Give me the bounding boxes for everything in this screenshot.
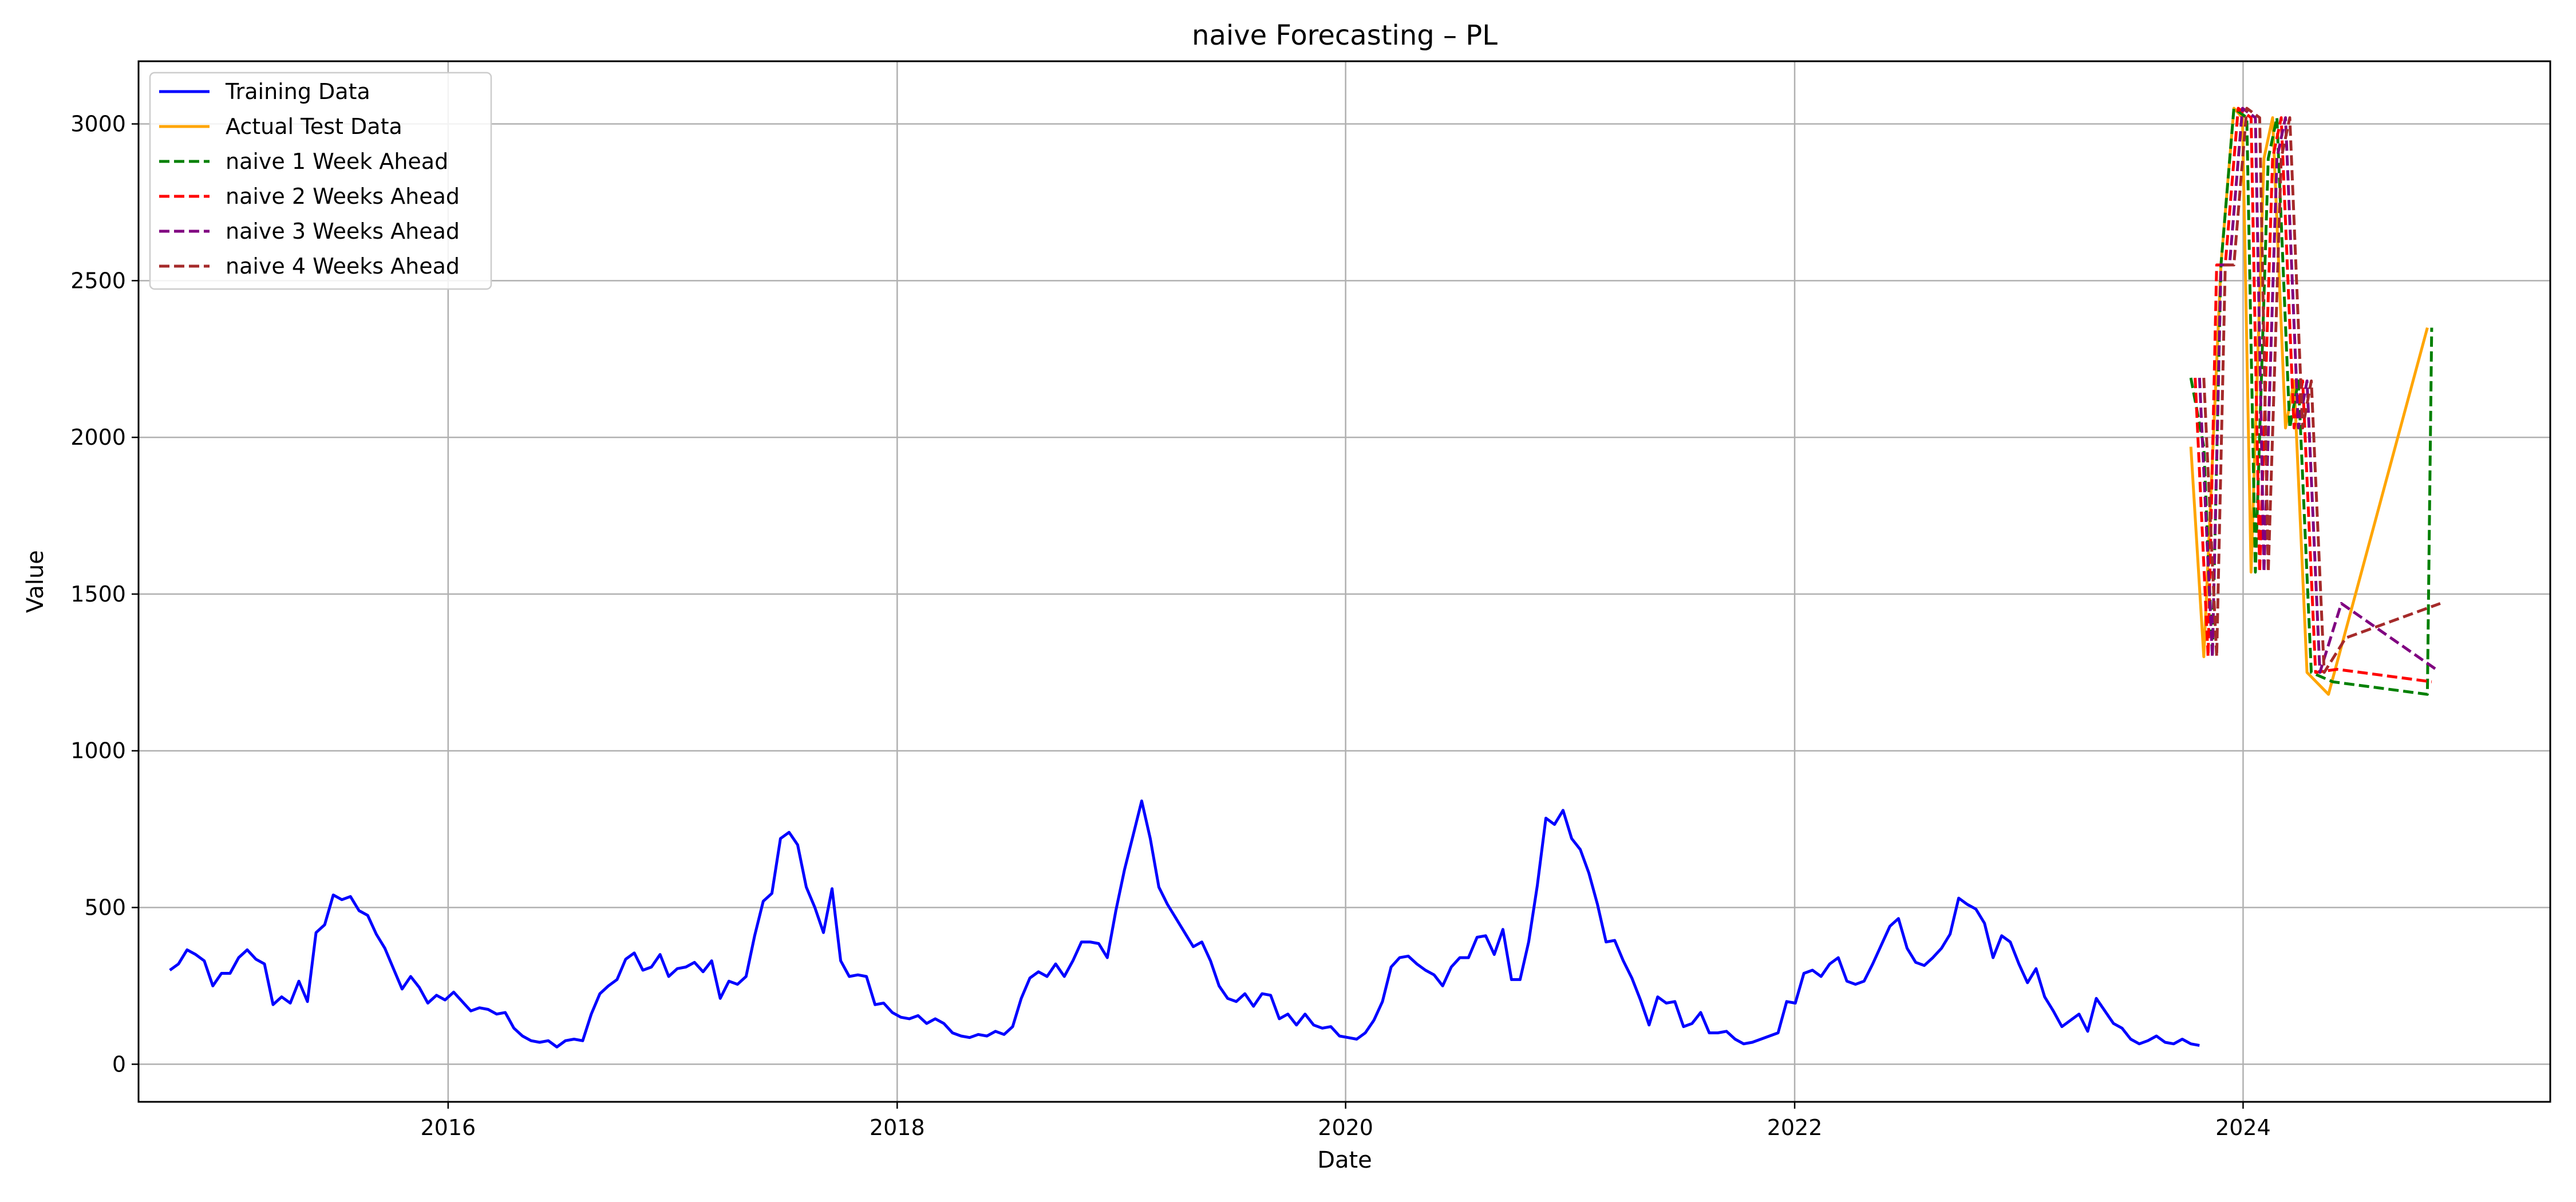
y-tick-label: 2000 (70, 425, 126, 450)
x-axis-label: Date (1317, 1147, 1372, 1173)
y-tick-label: 500 (84, 895, 126, 920)
x-tick-label: 2022 (1767, 1115, 1823, 1140)
series-line-training-data (169, 799, 2200, 1049)
x-axis: 2016 2018 2020 2022 2024 (420, 1102, 2271, 1140)
series-line-naive-3-weeks-ahead (2198, 106, 2437, 674)
series-line-naive-2-weeks-ahead (2194, 106, 2432, 683)
y-tick-label: 3000 (70, 112, 126, 137)
legend-label: naive 4 Weeks Ahead (226, 254, 460, 279)
legend-label: Training Data (225, 79, 370, 104)
y-tick-label: 1500 (70, 582, 126, 607)
x-tick-label: 2018 (870, 1115, 925, 1140)
series-line-naive-4-weeks-ahead (2202, 106, 2441, 674)
legend-label: naive 1 Week Ahead (226, 149, 448, 174)
x-tick-label: 2016 (420, 1115, 476, 1140)
y-axis: 0 500 1000 1500 2000 2500 3000 (70, 112, 139, 1077)
series-layer (169, 106, 2441, 1049)
chart-title: naive Forecasting – PL (1192, 19, 1498, 52)
x-tick-label: 2020 (1318, 1115, 1373, 1140)
legend: Training Data Actual Test Data naive 1 Wee… (149, 72, 492, 290)
y-tick-label: 1000 (70, 738, 126, 764)
y-tick-label: 0 (112, 1051, 126, 1077)
legend-box (149, 72, 492, 290)
y-axis-label: Value (22, 550, 49, 613)
x-tick-label: 2024 (2215, 1115, 2271, 1140)
plot-frame (137, 60, 2551, 1103)
y-tick-label: 2500 (70, 268, 126, 293)
legend-label: Actual Test Data (226, 114, 402, 139)
grid-lines (139, 61, 2550, 1102)
legend-label: naive 3 Weeks Ahead (226, 219, 460, 244)
legend-label: naive 2 Weeks Ahead (226, 184, 460, 209)
